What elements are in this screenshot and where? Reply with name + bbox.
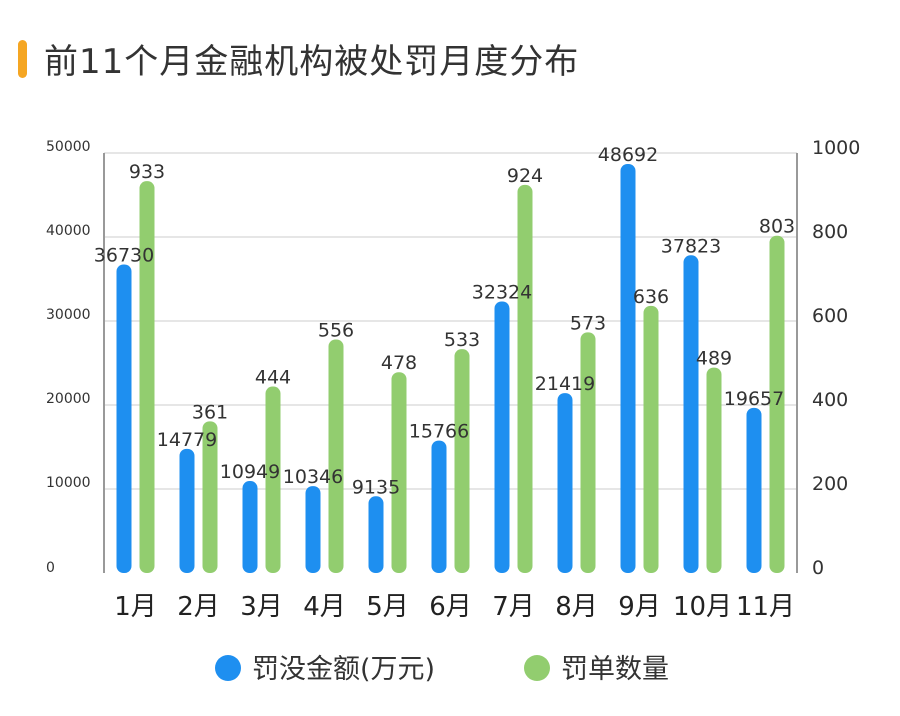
left-tick-label: 0 bbox=[46, 560, 55, 576]
data-label-count: 444 bbox=[255, 367, 291, 389]
x-tick-label: 2月 bbox=[177, 592, 220, 622]
legend-amount-icon bbox=[215, 655, 241, 681]
right-tick-label: 800 bbox=[812, 221, 848, 243]
legend-count-icon bbox=[524, 655, 550, 681]
data-label-amount: 15766 bbox=[409, 421, 469, 443]
x-tick-label: 9月 bbox=[618, 592, 661, 622]
data-label-count: 533 bbox=[444, 329, 480, 351]
x-tick-label: 6月 bbox=[429, 592, 472, 622]
x-tick-label: 5月 bbox=[366, 592, 409, 622]
bar-count bbox=[265, 386, 281, 573]
bar-count bbox=[643, 305, 659, 573]
data-label-amount: 37823 bbox=[661, 235, 721, 257]
data-label-amount: 19657 bbox=[724, 388, 784, 410]
data-label-amount: 21419 bbox=[535, 373, 595, 395]
bar-amount bbox=[242, 481, 258, 573]
data-label-count: 489 bbox=[696, 348, 732, 370]
x-tick-label: 10月 bbox=[673, 592, 732, 622]
bar-amount bbox=[305, 486, 321, 573]
left-tick-label: 20000 bbox=[46, 391, 91, 407]
x-tick-label: 3月 bbox=[240, 592, 283, 622]
data-label-amount: 10346 bbox=[283, 466, 343, 488]
right-tick-label: 200 bbox=[812, 473, 848, 495]
data-label-count: 556 bbox=[318, 319, 354, 341]
chart-title: 前11个月金融机构被处罚月度分布 bbox=[44, 42, 580, 82]
bar-count bbox=[454, 349, 470, 573]
right-tick-label: 0 bbox=[812, 557, 824, 579]
right-tick-label: 400 bbox=[812, 389, 848, 411]
x-tick-label: 1月 bbox=[114, 592, 157, 622]
bar-count bbox=[202, 421, 218, 573]
x-tick-label: 8月 bbox=[555, 592, 598, 622]
x-tick-label: 11月 bbox=[736, 592, 795, 622]
bar-count bbox=[706, 367, 722, 573]
legend-count-label: 罚单数量 bbox=[561, 654, 669, 685]
data-label-amount: 48692 bbox=[598, 144, 658, 166]
x-tick-label: 4月 bbox=[303, 592, 346, 622]
data-label-count: 573 bbox=[570, 312, 606, 334]
data-label-amount: 14779 bbox=[157, 429, 217, 451]
data-label-count: 803 bbox=[759, 216, 795, 238]
data-label-count: 933 bbox=[129, 161, 165, 183]
bar-amount bbox=[116, 264, 132, 573]
left-tick-label: 10000 bbox=[46, 475, 91, 491]
bar-count bbox=[328, 339, 344, 573]
data-label-count: 924 bbox=[507, 165, 543, 187]
right-tick-label: 1000 bbox=[812, 137, 860, 159]
title-accent-bar bbox=[18, 40, 27, 78]
data-label-amount: 10949 bbox=[220, 461, 280, 483]
data-label-amount: 36730 bbox=[94, 244, 154, 266]
x-tick-label: 7月 bbox=[492, 592, 535, 622]
bar-count bbox=[139, 181, 155, 573]
data-label-amount: 9135 bbox=[352, 476, 400, 498]
bar-count bbox=[580, 332, 596, 573]
left-tick-label: 30000 bbox=[46, 307, 91, 323]
bar-count bbox=[769, 235, 785, 574]
data-label-count: 361 bbox=[192, 401, 228, 423]
bar-amount bbox=[494, 301, 510, 573]
legend-amount-label: 罚没金额(万元) bbox=[252, 654, 435, 685]
bar-count bbox=[391, 372, 407, 573]
data-label-count: 478 bbox=[381, 352, 417, 374]
bar-amount bbox=[683, 255, 699, 573]
bar-count bbox=[517, 184, 533, 574]
right-tick-label: 600 bbox=[812, 305, 848, 327]
bar-amount bbox=[620, 163, 636, 574]
left-tick-label: 50000 bbox=[46, 139, 91, 155]
data-label-amount: 32324 bbox=[472, 281, 532, 303]
data-label-count: 636 bbox=[633, 286, 669, 308]
bar-amount bbox=[179, 448, 195, 573]
bar-amount bbox=[368, 496, 384, 573]
bar-amount bbox=[557, 393, 573, 573]
bar-amount bbox=[431, 440, 447, 573]
left-tick-label: 40000 bbox=[46, 223, 91, 239]
bar-amount bbox=[746, 407, 762, 573]
